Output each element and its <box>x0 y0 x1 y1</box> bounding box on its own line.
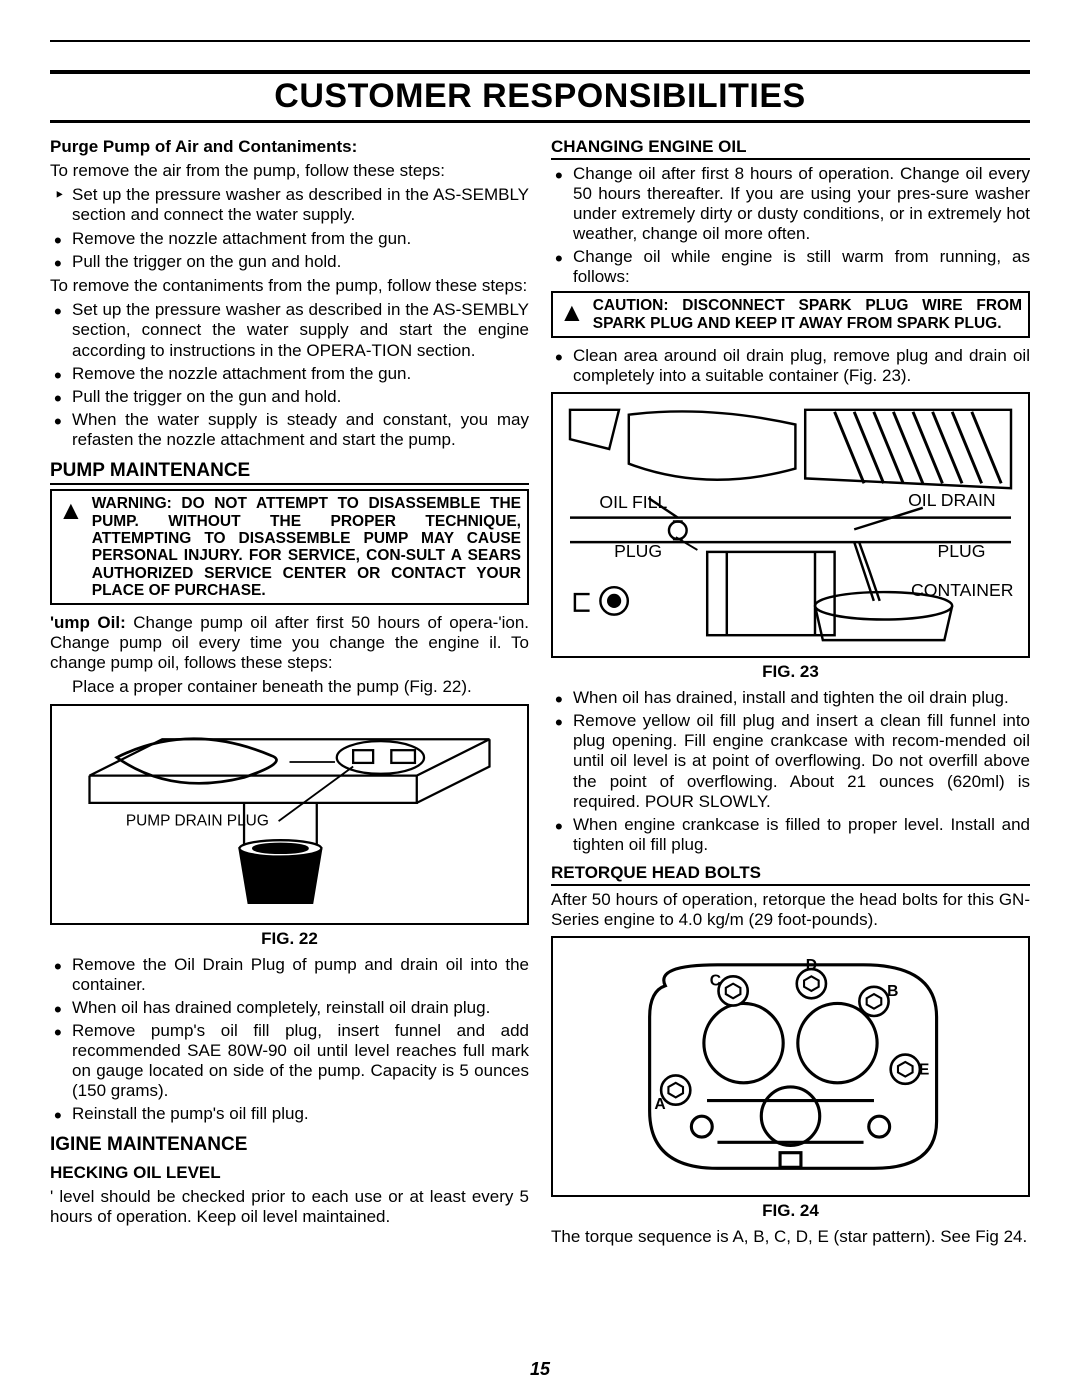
purge-cont-step: Remove the nozzle attachment from the gu… <box>50 364 529 384</box>
figure-22-caption: FIG. 22 <box>50 929 529 949</box>
purge-cont-step: Set up the pressure washer as described … <box>50 300 529 360</box>
changing-oil-heading: CHANGING ENGINE OIL <box>551 137 1030 160</box>
change-oil-step: When engine crankcase is filled to prope… <box>551 815 1030 855</box>
pump-step: Remove the Oil Drain Plug of pump and dr… <box>50 955 529 995</box>
svg-text:E: E <box>919 1061 929 1078</box>
svg-text:B: B <box>887 983 898 1000</box>
purge-air-step: Remove the nozzle attachment from the gu… <box>50 229 529 249</box>
changing-oil-steps-1: Change oil after first 8 hours of operat… <box>551 164 1030 287</box>
top-rule <box>50 40 1030 42</box>
fig23-container-label: CONTAINER <box>911 580 1013 600</box>
caution-text: CAUTION: DISCONNECT SPARK PLUG WIRE FROM… <box>593 297 1022 332</box>
caution-icon: ▲ <box>559 297 585 332</box>
fig23-oil-fill-label: OIL FILL <box>599 492 667 512</box>
pump-warning-text: WARNING: DO NOT ATTEMPT TO DISASSEMBLE T… <box>92 495 521 599</box>
fig23-oil-drain-label: OIL DRAIN <box>908 490 996 510</box>
checking-oil-text: ' level should be checked prior to each … <box>50 1187 529 1227</box>
place-container-text: Place a proper container beneath the pum… <box>50 677 529 697</box>
svg-text:D: D <box>806 957 817 974</box>
engine-maintenance-heading: IGINE MAINTENANCE <box>50 1134 529 1157</box>
change-oil-step: When oil has drained, install and tighte… <box>551 688 1030 708</box>
two-column-layout: Purge Pump of Air and Contaniments: To r… <box>50 131 1030 1251</box>
retorque-closing: The torque sequence is A, B, C, D, E (st… <box>551 1227 1030 1247</box>
pump-oil-label: 'ump Oil: <box>50 613 126 632</box>
changing-oil-steps-3: When oil has drained, install and tighte… <box>551 688 1030 854</box>
figure-22: PUMP DRAIN PLUG <box>50 704 529 925</box>
retorque-text: After 50 hours of operation, retorque th… <box>551 890 1030 930</box>
change-oil-step: Remove yellow oil fill plug and insert a… <box>551 711 1030 811</box>
figure-24: A B C D E <box>551 936 1030 1197</box>
change-oil-step: Clean area around oil drain plug, remove… <box>551 346 1030 386</box>
pump-step: When oil has drained completely, reinsta… <box>50 998 529 1018</box>
purge-air-step: Pull the trigger on the gun and hold. <box>50 252 529 272</box>
purge-intro-contaminants: To remove the contaniments from the pump… <box>50 276 529 296</box>
purge-heading: Purge Pump of Air and Contaniments: <box>50 137 529 157</box>
purge-air-steps-rest: Remove the nozzle attachment from the gu… <box>50 229 529 272</box>
warning-icon: ▲ <box>58 495 84 599</box>
figure-23-svg: OIL FILL PLUG OIL DRAIN PLUG CONTAINER <box>559 400 1022 645</box>
figure-24-svg: A B C D E <box>559 944 1022 1184</box>
figure-22-svg: PUMP DRAIN PLUG <box>58 712 521 912</box>
pump-step: Reinstall the pump's oil fill plug. <box>50 1104 529 1124</box>
pump-after-fig-steps: Remove the Oil Drain Plug of pump and dr… <box>50 955 529 1124</box>
pump-step: Remove pump's oil fill plug, insert funn… <box>50 1021 529 1101</box>
figure-23-caption: FIG. 23 <box>551 662 1030 682</box>
page-number: 15 <box>0 1359 1080 1380</box>
purge-contaminant-steps: Set up the pressure washer as described … <box>50 300 529 449</box>
pump-maintenance-heading: PUMP MAINTENANCE <box>50 460 529 485</box>
purge-intro-air: To remove the air from the pump, follow … <box>50 161 529 181</box>
right-column: CHANGING ENGINE OIL Change oil after fir… <box>551 131 1030 1251</box>
purge-cont-step: When the water supply is steady and cons… <box>50 410 529 450</box>
change-oil-step: Change oil while engine is still warm fr… <box>551 247 1030 287</box>
fig23-plug-label-1: PLUG <box>614 541 662 561</box>
svg-text:C: C <box>710 973 721 990</box>
caution-box: ▲ CAUTION: DISCONNECT SPARK PLUG WIRE FR… <box>551 291 1030 338</box>
purge-air-step: Set up the pressure washer as described … <box>50 185 529 225</box>
purge-air-step-1-list: Set up the pressure washer as described … <box>50 185 529 225</box>
pump-warning-box: ▲ WARNING: DO NOT ATTEMPT TO DISASSEMBLE… <box>50 489 529 605</box>
figure-23: OIL FILL PLUG OIL DRAIN PLUG CONTAINER <box>551 392 1030 658</box>
fig23-plug-label-2: PLUG <box>938 541 986 561</box>
fig22-plug-label: PUMP DRAIN PLUG <box>126 812 269 829</box>
retorque-heading: RETORQUE HEAD BOLTS <box>551 863 1030 886</box>
figure-24-caption: FIG. 24 <box>551 1201 1030 1221</box>
checking-oil-heading: HECKING OIL LEVEL <box>50 1163 529 1183</box>
changing-oil-steps-2: Clean area around oil drain plug, remove… <box>551 346 1030 386</box>
change-oil-step: Change oil after first 8 hours of operat… <box>551 164 1030 244</box>
pump-oil-paragraph: 'ump Oil: Change pump oil after first 50… <box>50 613 529 673</box>
purge-cont-step: Pull the trigger on the gun and hold. <box>50 387 529 407</box>
page-title: CUSTOMER RESPONSIBILITIES <box>50 70 1030 123</box>
left-column: Purge Pump of Air and Contaniments: To r… <box>50 131 529 1251</box>
svg-text:A: A <box>654 1096 665 1113</box>
